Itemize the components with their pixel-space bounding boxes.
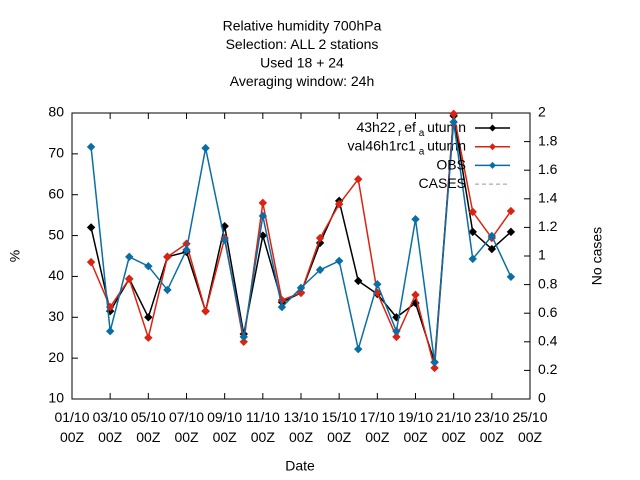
series-point bbox=[258, 198, 268, 208]
chart-title: Averaging window: 24h bbox=[230, 73, 375, 89]
series-point bbox=[506, 227, 516, 237]
series-point bbox=[468, 227, 477, 237]
y-tick-label: 20 bbox=[48, 349, 64, 365]
y-tick-label: 40 bbox=[48, 267, 64, 283]
series-point bbox=[201, 143, 210, 153]
series-point bbox=[163, 252, 172, 262]
y2-tick-label: 0.6 bbox=[538, 304, 558, 320]
series-point bbox=[506, 272, 516, 282]
x-tick-label: 01/10 00Z bbox=[54, 409, 89, 445]
series-point bbox=[277, 302, 287, 312]
legend-label: CASES bbox=[419, 175, 466, 191]
series-point bbox=[411, 215, 420, 224]
y2-tick-label: 1.6 bbox=[538, 161, 558, 177]
series-point bbox=[373, 279, 382, 289]
y2-tick-label: 1 bbox=[538, 247, 546, 263]
series-point bbox=[86, 142, 96, 152]
y2-tick-label: 1.2 bbox=[538, 218, 558, 234]
x-tick-label: 21/10 00Z bbox=[436, 409, 471, 445]
y-tick-label: 70 bbox=[48, 145, 64, 161]
series-point bbox=[163, 285, 172, 295]
series-point bbox=[468, 207, 477, 217]
x-tick-label: 19/10 00Z bbox=[398, 409, 433, 445]
series-point bbox=[468, 254, 477, 264]
series-point bbox=[144, 333, 153, 342]
x-tick-label: 13/10 00Z bbox=[283, 409, 318, 445]
x-tick-label: 11/10 00Z bbox=[246, 409, 280, 445]
series-point bbox=[239, 332, 248, 342]
series-point bbox=[125, 274, 134, 284]
x-tick-label: 09/10 00Z bbox=[207, 409, 242, 445]
series-point bbox=[411, 290, 420, 300]
series-point bbox=[201, 306, 210, 316]
y-tick-label: 10 bbox=[48, 390, 64, 406]
x-tick-label: 25/10 00Z bbox=[512, 409, 547, 445]
x-tick-label: 07/10 00Z bbox=[169, 409, 204, 445]
series-point bbox=[220, 221, 229, 231]
x-axis-label: Date bbox=[285, 458, 315, 474]
series-point bbox=[315, 265, 325, 275]
y2-tick-label: 1.4 bbox=[538, 190, 558, 206]
y-tick-label: 50 bbox=[48, 226, 64, 242]
series-point bbox=[354, 174, 363, 184]
series-point bbox=[430, 363, 439, 373]
series-point bbox=[86, 223, 96, 232]
legend-marker bbox=[489, 161, 496, 169]
legend-marker bbox=[489, 124, 496, 132]
y2-axis-label: No cases bbox=[589, 227, 605, 285]
y2-tick-label: 1.8 bbox=[538, 132, 558, 148]
y-tick-label: 60 bbox=[48, 185, 64, 201]
series-point bbox=[354, 276, 363, 286]
x-tick-label: 03/10 00Z bbox=[93, 409, 128, 445]
chart-title: Selection: ALL 2 stations bbox=[226, 36, 379, 52]
legend-label: val46h1rc1 a utumn bbox=[347, 137, 466, 157]
series-point bbox=[144, 262, 153, 271]
y2-tick-label: 0 bbox=[538, 390, 546, 406]
series-point bbox=[86, 257, 96, 267]
legend-label: 43h22 r ef a utumn bbox=[356, 119, 466, 139]
y-axis-label: % bbox=[7, 250, 23, 262]
y2-tick-label: 2 bbox=[538, 104, 546, 120]
series-point bbox=[487, 244, 497, 254]
series-point bbox=[430, 358, 439, 367]
y2-tick-label: 0.4 bbox=[538, 333, 558, 349]
y2-tick-label: 0.2 bbox=[538, 361, 558, 377]
series-point bbox=[125, 252, 134, 262]
series-point bbox=[334, 256, 344, 266]
y2-tick-label: 0.8 bbox=[538, 275, 558, 291]
chart-title: Used 18 + 24 bbox=[260, 55, 344, 71]
x-tick-label: 17/10 00Z bbox=[360, 409, 395, 445]
series-point bbox=[392, 313, 401, 322]
x-tick-label: 23/10 00Z bbox=[474, 409, 509, 445]
series-point bbox=[182, 245, 191, 255]
series-point bbox=[144, 313, 153, 322]
series-point bbox=[296, 283, 306, 293]
series-point bbox=[105, 326, 115, 336]
legend-marker bbox=[489, 143, 496, 151]
y-tick-label: 80 bbox=[48, 104, 64, 120]
y-tick-label: 30 bbox=[48, 308, 64, 324]
series-point bbox=[487, 231, 497, 241]
legend-label: OBS bbox=[436, 156, 466, 172]
series-point bbox=[392, 332, 401, 342]
series-point bbox=[220, 235, 229, 245]
chart-title: Relative humidity 700hPa bbox=[223, 18, 382, 34]
series-point bbox=[392, 326, 401, 336]
series-point bbox=[258, 211, 268, 221]
x-tick-label: 05/10 00Z bbox=[131, 409, 166, 445]
series-point bbox=[506, 206, 516, 216]
series-point bbox=[354, 344, 363, 354]
series-point bbox=[334, 199, 344, 209]
series-point bbox=[315, 233, 325, 243]
series-point bbox=[449, 109, 458, 119]
series-point bbox=[449, 117, 458, 127]
x-tick-label: 15/10 00Z bbox=[322, 409, 357, 445]
